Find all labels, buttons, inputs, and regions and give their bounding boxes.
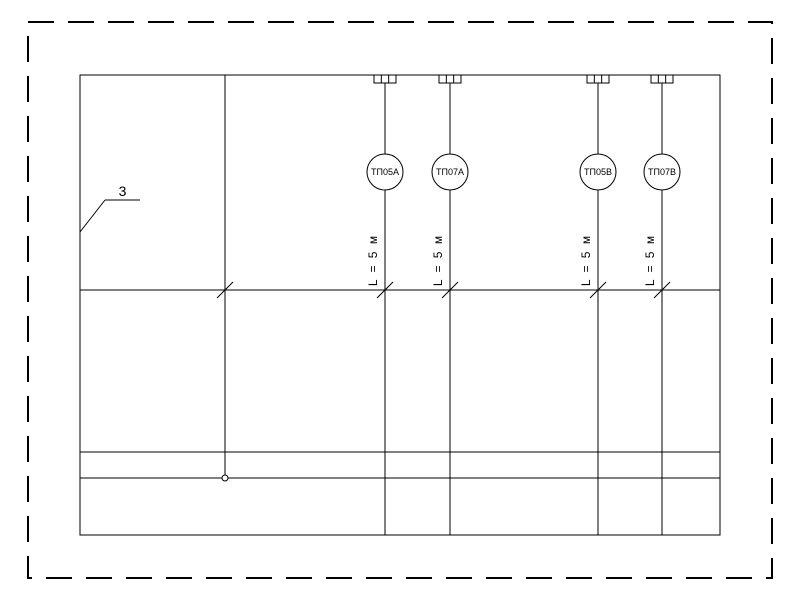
- tag-label: ТП07В: [648, 167, 676, 177]
- drop-1: ТП07А L = 5 м: [431, 75, 468, 535]
- leader-label: 3: [119, 183, 127, 199]
- inner-frame: [80, 75, 720, 535]
- tag-label: ТП05А: [371, 167, 399, 177]
- terminal-icon: [374, 75, 396, 83]
- drop-3: ТП07В L = 5 м: [643, 75, 680, 535]
- terminal-icon: [587, 75, 609, 83]
- tag-label: ТП07А: [436, 167, 464, 177]
- terminal-icon: [439, 75, 461, 83]
- drop-2: ТП05В L = 5 м: [579, 75, 616, 535]
- drop-0: ТП05А L = 5 м: [366, 75, 403, 535]
- strand-end-node-icon: [222, 475, 228, 481]
- dashed-border: [28, 22, 772, 578]
- length-label: L = 5 м: [431, 234, 445, 286]
- length-label: L = 5 м: [579, 234, 593, 286]
- length-label: L = 5 м: [643, 234, 657, 286]
- tag-label: ТП05В: [584, 167, 612, 177]
- leader-elbow: [80, 200, 105, 232]
- length-label: L = 5 м: [366, 234, 380, 286]
- terminal-icon: [651, 75, 673, 83]
- diagram-canvas: 3ТП05АL = 5 мТП07АL = 5 мТП05ВL = 5 мТП0…: [0, 0, 800, 600]
